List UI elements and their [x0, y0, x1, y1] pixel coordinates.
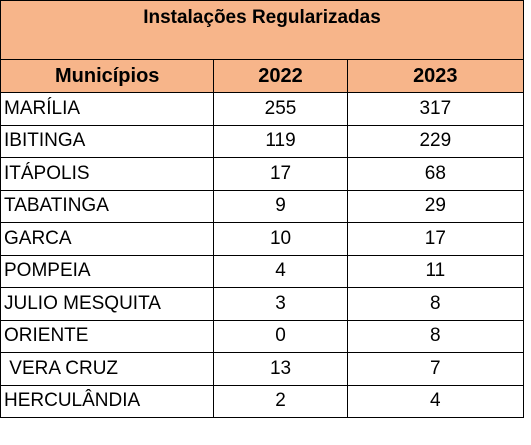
value-2022-cell: 17	[213, 157, 348, 191]
value-2023-cell: 7	[346, 352, 525, 386]
municipio-cell: POMPEIA	[0, 254, 215, 288]
value-2023-cell: 317	[346, 92, 525, 126]
municipio-cell: JULIO MESQUITA	[0, 287, 215, 321]
header-2023: 2023	[346, 59, 525, 93]
table-row: VERA CRUZ 13 7	[0, 352, 525, 386]
value-2022-cell: 119	[213, 124, 348, 158]
value-2023-cell: 8	[346, 287, 525, 321]
title-row: Instalações Regularizadas	[0, 0, 524, 60]
table-row: IBITINGA 119 229	[0, 124, 525, 158]
municipio-cell: ITÁPOLIS	[0, 157, 215, 191]
value-2022-cell: 13	[213, 352, 348, 386]
value-2023-cell: 17	[346, 222, 525, 256]
table-row: POMPEIA 4 11	[0, 254, 525, 288]
municipio-cell: ORIENTE	[0, 319, 215, 353]
value-2022-cell: 2	[213, 384, 348, 418]
table-row: ITÁPOLIS 17 68	[0, 157, 525, 191]
municipio-cell: MARÍLIA	[0, 92, 215, 126]
header-municipios: Municípios	[0, 59, 215, 93]
value-2022-cell: 4	[213, 254, 348, 288]
municipio-cell: TABATINGA	[0, 189, 215, 223]
table-row: MARÍLIA 255 317	[0, 92, 525, 126]
municipio-cell: VERA CRUZ	[0, 352, 215, 386]
value-2022-cell: 255	[213, 92, 348, 126]
table-row: HERCULÂNDIA 2 4	[0, 384, 525, 418]
table-row: GARCA 10 17	[0, 222, 525, 256]
table-title: Instalações Regularizadas	[0, 0, 524, 60]
municipio-cell: GARCA	[0, 222, 215, 256]
value-2022-cell: 9	[213, 189, 348, 223]
table-row: TABATINGA 9 29	[0, 189, 525, 223]
table-row: ORIENTE 0 8	[0, 319, 525, 353]
table-row: JULIO MESQUITA 3 8	[0, 287, 525, 321]
value-2023-cell: 68	[346, 157, 525, 191]
value-2022-cell: 10	[213, 222, 348, 256]
value-2023-cell: 8	[346, 319, 525, 353]
municipio-cell: IBITINGA	[0, 124, 215, 158]
value-2023-cell: 29	[346, 189, 525, 223]
header-2022: 2022	[213, 59, 348, 93]
municipio-cell: HERCULÂNDIA	[0, 384, 215, 418]
value-2023-cell: 11	[346, 254, 525, 288]
value-2023-cell: 229	[346, 124, 525, 158]
value-2022-cell: 3	[213, 287, 348, 321]
value-2022-cell: 0	[213, 319, 348, 353]
regularized-installations-table-container: Instalações Regularizadas Municípios 202…	[0, 0, 525, 418]
header-row: Municípios 2022 2023	[0, 59, 525, 93]
regularized-installations-table: Instalações Regularizadas Municípios 202…	[0, 0, 525, 418]
value-2023-cell: 4	[346, 384, 525, 418]
